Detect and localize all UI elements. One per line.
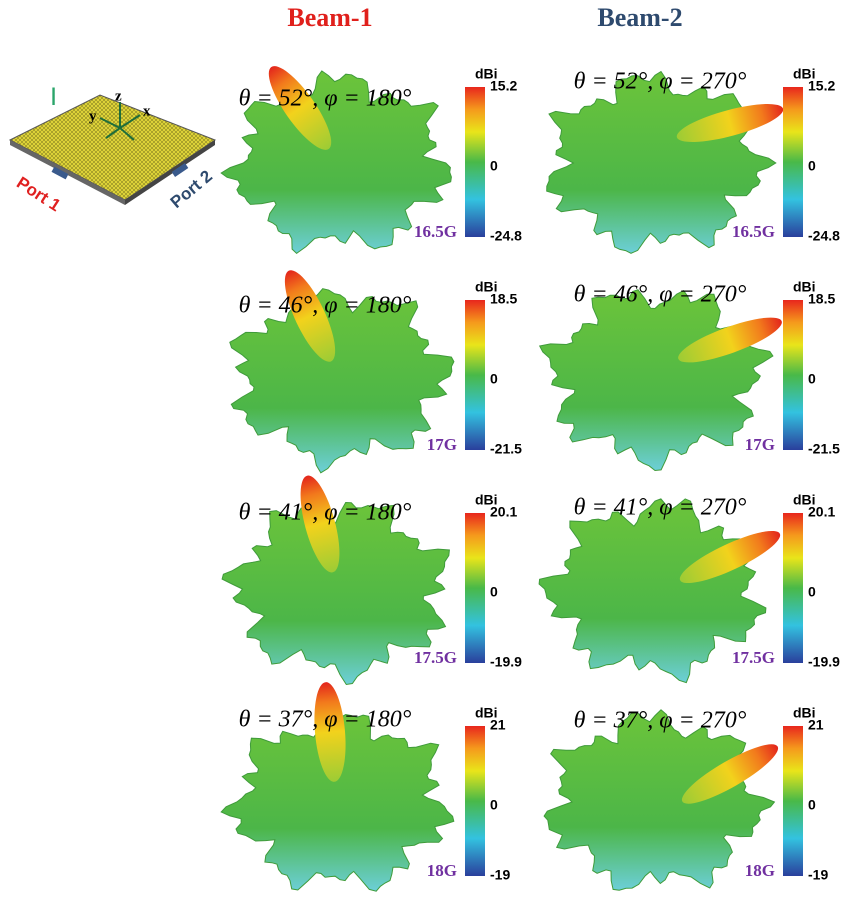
axis-label: z	[115, 88, 122, 104]
antenna-label: I	[50, 83, 57, 111]
angle-label: θ = 46°, φ = 270°	[574, 282, 747, 308]
angle-label: θ = 37°, φ = 180°	[239, 707, 412, 733]
frequency-label: 16.5G	[732, 222, 775, 241]
pattern-body	[540, 290, 773, 471]
colorbar-max: 15.2	[490, 78, 517, 94]
colorbar	[783, 726, 803, 876]
colorbar	[465, 300, 485, 450]
colorbar	[783, 87, 803, 237]
frequency-label: 17G	[427, 435, 457, 454]
axis-label: y	[89, 108, 97, 124]
colorbar-mid: 0	[490, 158, 498, 174]
angle-label: θ = 37°, φ = 270°	[574, 708, 747, 734]
axis-label: x	[143, 103, 151, 119]
colorbar-min: -19	[808, 867, 828, 883]
angle-label: θ = 46°, φ = 180°	[239, 293, 412, 319]
colorbar	[783, 300, 803, 450]
colorbar	[465, 513, 485, 663]
colorbar-min: -19.9	[808, 654, 840, 670]
pattern-body	[544, 710, 774, 890]
colorbar-mid: 0	[490, 371, 498, 387]
colorbar	[465, 87, 485, 237]
colorbar-mid: 0	[808, 158, 816, 174]
column-header: Beam-2	[597, 3, 682, 32]
colorbar-min: -19	[490, 867, 510, 883]
antenna: I z x y Port 1 Port 2	[10, 83, 216, 215]
colorbar-mid: 0	[490, 797, 498, 813]
colorbar-mid: 0	[808, 584, 816, 600]
colorbar-max: 21	[808, 717, 824, 733]
colorbar-max: 18.5	[490, 291, 517, 307]
colorbar-max: 20.1	[490, 504, 517, 520]
colorbar-mid: 0	[490, 584, 498, 600]
angle-label: θ = 41°, φ = 270°	[574, 495, 747, 521]
colorbar-min: -24.8	[808, 228, 840, 244]
angle-label: θ = 52°, φ = 270°	[574, 69, 747, 95]
colorbar-mid: 0	[808, 797, 816, 813]
port-label: Port 1	[13, 173, 64, 215]
frequency-label: 18G	[427, 861, 457, 880]
frequency-label: 18G	[745, 861, 775, 880]
angle-label: θ = 41°, φ = 180°	[239, 500, 412, 526]
frequency-label: 16.5G	[414, 222, 457, 241]
colorbar-max: 18.5	[808, 291, 835, 307]
column-header: Beam-1	[287, 3, 372, 32]
frequency-label: 17.5G	[732, 648, 775, 667]
colorbar-mid: 0	[808, 371, 816, 387]
frequency-label: 17.5G	[414, 648, 457, 667]
colorbar	[465, 726, 485, 876]
colorbar	[783, 513, 803, 663]
angle-label: θ = 52°, φ = 180°	[239, 86, 412, 112]
colorbar-min: -19.9	[490, 654, 522, 670]
colorbar-min: -21.5	[490, 441, 522, 457]
figure: I z x y Port 1 Port 2 Beam-1 Beam-2 θ = …	[0, 0, 851, 901]
colorbar-max: 20.1	[808, 504, 835, 520]
colorbar-max: 15.2	[808, 78, 835, 94]
colorbar-min: -21.5	[808, 441, 840, 457]
frequency-label: 17G	[745, 435, 775, 454]
colorbar-min: -24.8	[490, 228, 522, 244]
colorbar-max: 21	[490, 717, 506, 733]
